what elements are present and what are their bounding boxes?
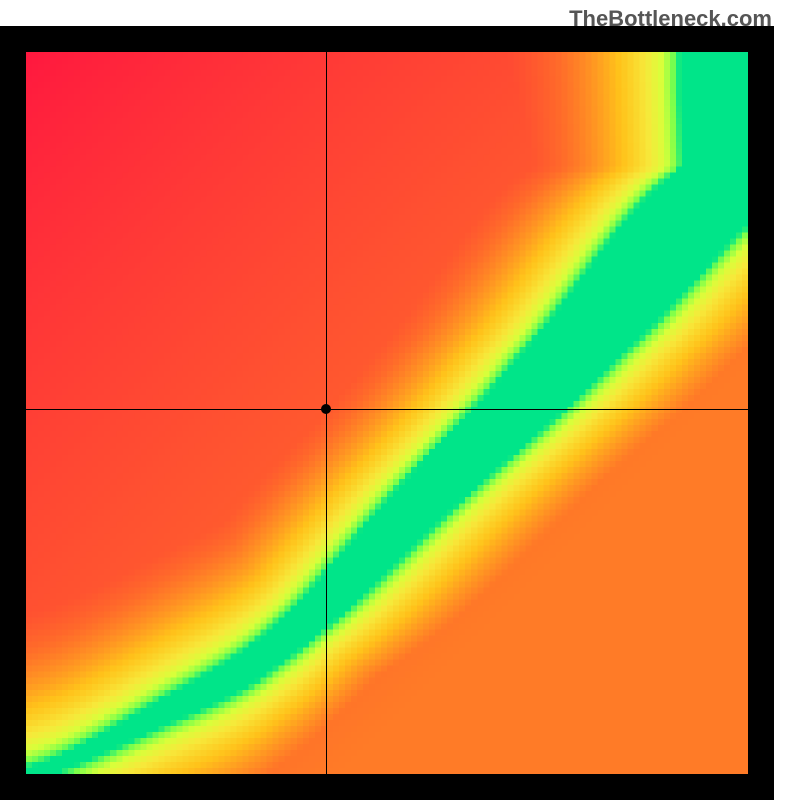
chart-container: TheBottleneck.com	[0, 0, 800, 800]
crosshair-horizontal	[26, 409, 748, 410]
watermark-text: TheBottleneck.com	[569, 6, 772, 32]
bottleneck-heatmap	[26, 52, 748, 774]
marker-point	[321, 404, 331, 414]
